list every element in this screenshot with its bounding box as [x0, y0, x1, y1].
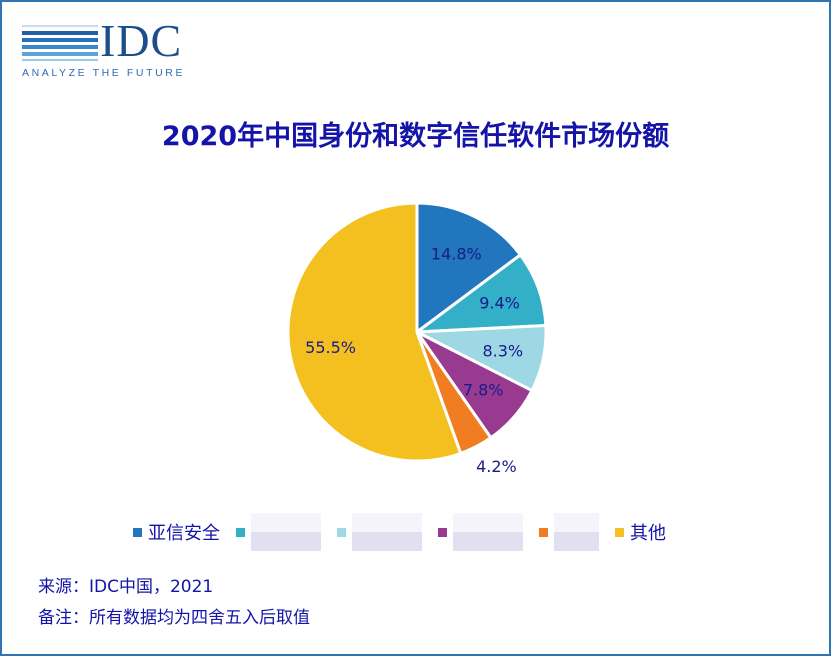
pie-slice — [286, 201, 463, 463]
legend-swatch — [337, 527, 346, 537]
pie-slice — [415, 201, 523, 335]
idc-globe-logo-icon — [22, 25, 98, 61]
data-label: 9.4% — [479, 293, 520, 312]
data-label: 8.3% — [482, 341, 523, 360]
data-label: 4.2% — [476, 457, 517, 476]
legend-item: 亚信安全 — [133, 519, 220, 545]
legend-item: 其他 — [615, 519, 666, 545]
legend-label-redacted — [352, 513, 422, 551]
legend-swatch — [438, 527, 447, 537]
legend-item — [539, 513, 599, 551]
logo-tagline: ANALYZE THE FUTURE — [22, 67, 186, 79]
logo-text: IDC — [100, 15, 183, 66]
legend-swatch — [539, 527, 548, 537]
chart-title: 2020年中国身份和数字信任软件市场份额 — [161, 121, 670, 152]
legend-label: 亚信安全 — [148, 523, 220, 544]
data-label: 55.5% — [305, 338, 356, 357]
legend-swatch — [236, 527, 245, 537]
remark-note: 备注：所有数据均为四舍五入后取值 — [38, 608, 310, 628]
legend-item — [236, 513, 321, 551]
source-note: 来源：IDC中国，2021 — [38, 577, 214, 597]
data-label: 7.8% — [463, 381, 504, 400]
legend-item — [337, 513, 422, 551]
legend-label-redacted — [251, 513, 321, 551]
data-label: 14.8% — [431, 245, 482, 264]
legend-label: 其他 — [630, 523, 666, 544]
legend-label-redacted — [554, 513, 599, 551]
legend-item — [438, 513, 523, 551]
legend-label-redacted — [453, 513, 523, 551]
legend: 亚信安全 其他 — [133, 513, 682, 551]
legend-swatch — [133, 527, 142, 537]
legend-swatch — [615, 527, 624, 537]
